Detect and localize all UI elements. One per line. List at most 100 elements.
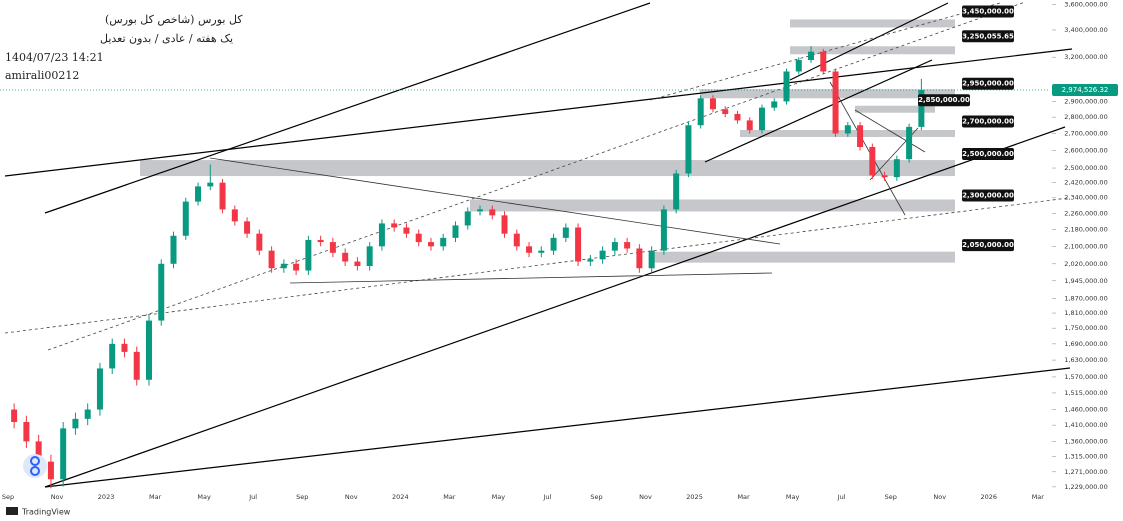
y-tick-label: 2,600,000.00 [1064,146,1107,154]
chart-title: کل بورس (شاخص کل بورس) [105,13,243,26]
candle-body [329,242,336,253]
candle-body [72,418,79,429]
x-tick-label: Mar [443,493,456,501]
candle-body [121,343,128,352]
candle-body [219,182,226,210]
candle-body [906,126,913,160]
y-tick-label: 2,260,000.00 [1064,209,1107,217]
candle-body [709,98,716,110]
trend-line [704,59,933,163]
candle-body [440,237,447,247]
last-price-tag [1052,84,1118,97]
candle-body [133,351,140,380]
candle-body [244,221,251,234]
trend-line [44,126,1066,488]
watermark-icon [6,507,18,515]
y-tick-label: 1,870,000.00 [1064,294,1107,302]
x-tick-label: Mar [737,493,750,501]
x-tick-label: Jul [248,493,257,501]
dashed-line [47,1,1026,351]
author: amirali00212 [5,69,79,82]
candle-body [145,320,152,380]
y-tick-label: 1,570,000.00 [1064,373,1107,381]
trend-line [829,81,906,216]
candle-body [195,186,202,202]
x-tick-label: 2023 [98,493,115,501]
x-tick-label: Nov [51,493,64,501]
x-tick-label: Jul [543,493,552,501]
candle-body [182,201,189,236]
y-tick-label: 1,810,000.00 [1064,309,1107,317]
y-tick-label: 2,340,000.00 [1064,194,1107,202]
y-tick-label: 1,410,000.00 [1064,421,1107,429]
candle-body [403,227,410,234]
y-tick-label: 1,360,000.00 [1064,437,1107,445]
candle-body [881,175,888,178]
candle-body [47,461,54,480]
candle-body [648,250,655,269]
candle-body [489,209,496,216]
trend-line [854,109,926,153]
candle-body [587,259,594,262]
y-tick-label: 2,100,000.00 [1064,242,1107,250]
chart-subtitle: یک هفته / عادی / بدون تعدیل [100,32,233,45]
x-tick-label: May [197,493,211,501]
level-labels: 3,450,000.00 3,250,055.65 2,950,000.00 2,85… [918,5,1014,252]
level-label-box [962,239,1014,252]
y-tick-label: 1,515,000.00 [1064,389,1107,397]
zones [140,19,955,263]
y-tick-label: 2,500,000.00 [1064,164,1107,172]
candle-body [832,71,839,134]
x-tick-label: Nov [639,493,652,501]
zone [140,160,955,177]
y-tick-label: 2,800,000.00 [1064,113,1107,121]
candle-body [207,182,214,187]
candle-body [562,227,569,238]
candle-body [869,147,876,176]
candle-body [391,223,398,228]
candle-body [918,90,925,127]
x-tick-label: Nov [933,493,946,501]
dashed-line [4,197,1069,334]
x-tick-label: Sep [885,493,897,501]
axes: 3,600,000.00 3,400,000.00 3,200,000.00 2,90… [0,0,1118,501]
zone [650,251,955,263]
y-tick-label: 1,750,000.00 [1064,324,1107,332]
candle-body [526,246,533,253]
x-tick-label: Sep [296,493,308,501]
x-tick-label: 2024 [392,493,409,501]
candle-body [820,51,827,72]
candle-body [354,261,361,266]
candle-body [513,233,520,247]
y-tick-label: 1,315,000.00 [1064,452,1107,460]
candle-body [415,233,422,243]
candle-body [538,250,545,253]
candle-body [11,409,18,423]
x-tick-label: Nov [345,493,358,501]
y-tick-label: 1,945,000.00 [1064,277,1107,285]
x-tick-label: Mar [149,493,162,501]
candle-body [427,242,434,247]
y-tick-label: 1,271,000.00 [1064,468,1107,476]
candle-body [84,409,91,419]
level-label: 3,450,000.00 [962,7,1014,15]
y-tick-label: 3,200,000.00 [1064,53,1107,61]
candle-body [256,233,263,251]
zone [790,19,955,28]
candle-body [624,242,631,249]
x-tick-label: May [786,493,800,501]
candle-body [783,71,790,102]
level-label: 2,700,000.00 [962,118,1014,126]
candle-body [501,215,508,234]
level-label: 2,300,000.00 [962,191,1014,199]
candle-body [636,248,643,269]
zone [790,46,955,55]
trend-line [289,272,773,284]
candle-body [268,250,275,269]
candle-body [575,227,582,262]
level-label-box [962,5,1014,18]
candle-body [808,51,815,61]
level-label-box [962,77,1014,90]
x-tick-label: Mar [1032,493,1045,501]
watermark: TradingView [21,508,71,517]
